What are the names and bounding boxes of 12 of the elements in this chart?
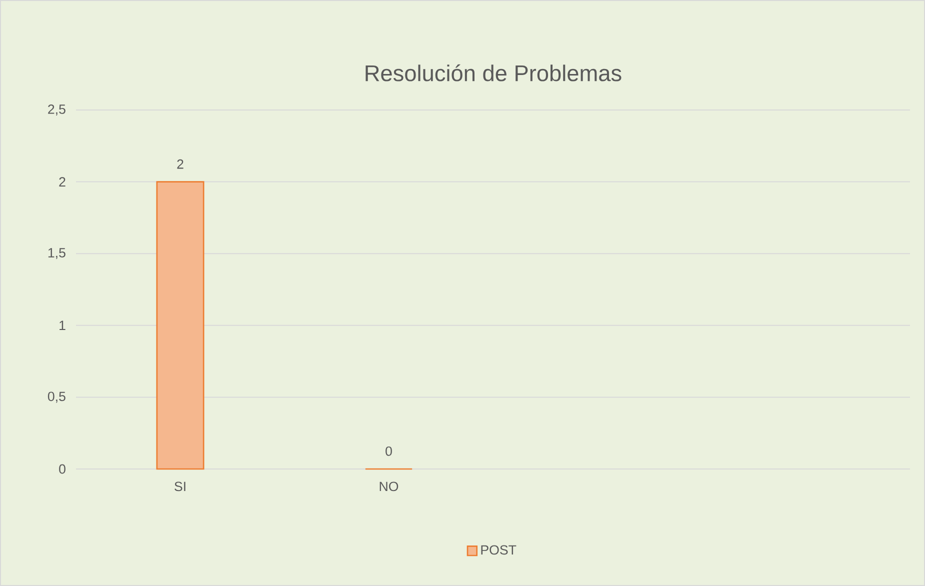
x-tick-label: SI [174, 482, 186, 492]
data-label: 2 [177, 159, 184, 169]
y-tick-label: 1 [60, 320, 66, 330]
legend-label: POST [481, 545, 516, 555]
x-tick-label: NO [380, 482, 398, 492]
data-label: 0 [386, 446, 392, 456]
y-tick-label: 0 [59, 464, 66, 474]
y-tick-label: 2 [59, 177, 66, 186]
y-tick-label: 1,5 [48, 248, 66, 260]
y-tick-label: 2,5 [48, 104, 66, 116]
chart-title: Resolución de Problemas [366, 64, 622, 82]
y-tick-label: 0,5 [48, 392, 66, 403]
